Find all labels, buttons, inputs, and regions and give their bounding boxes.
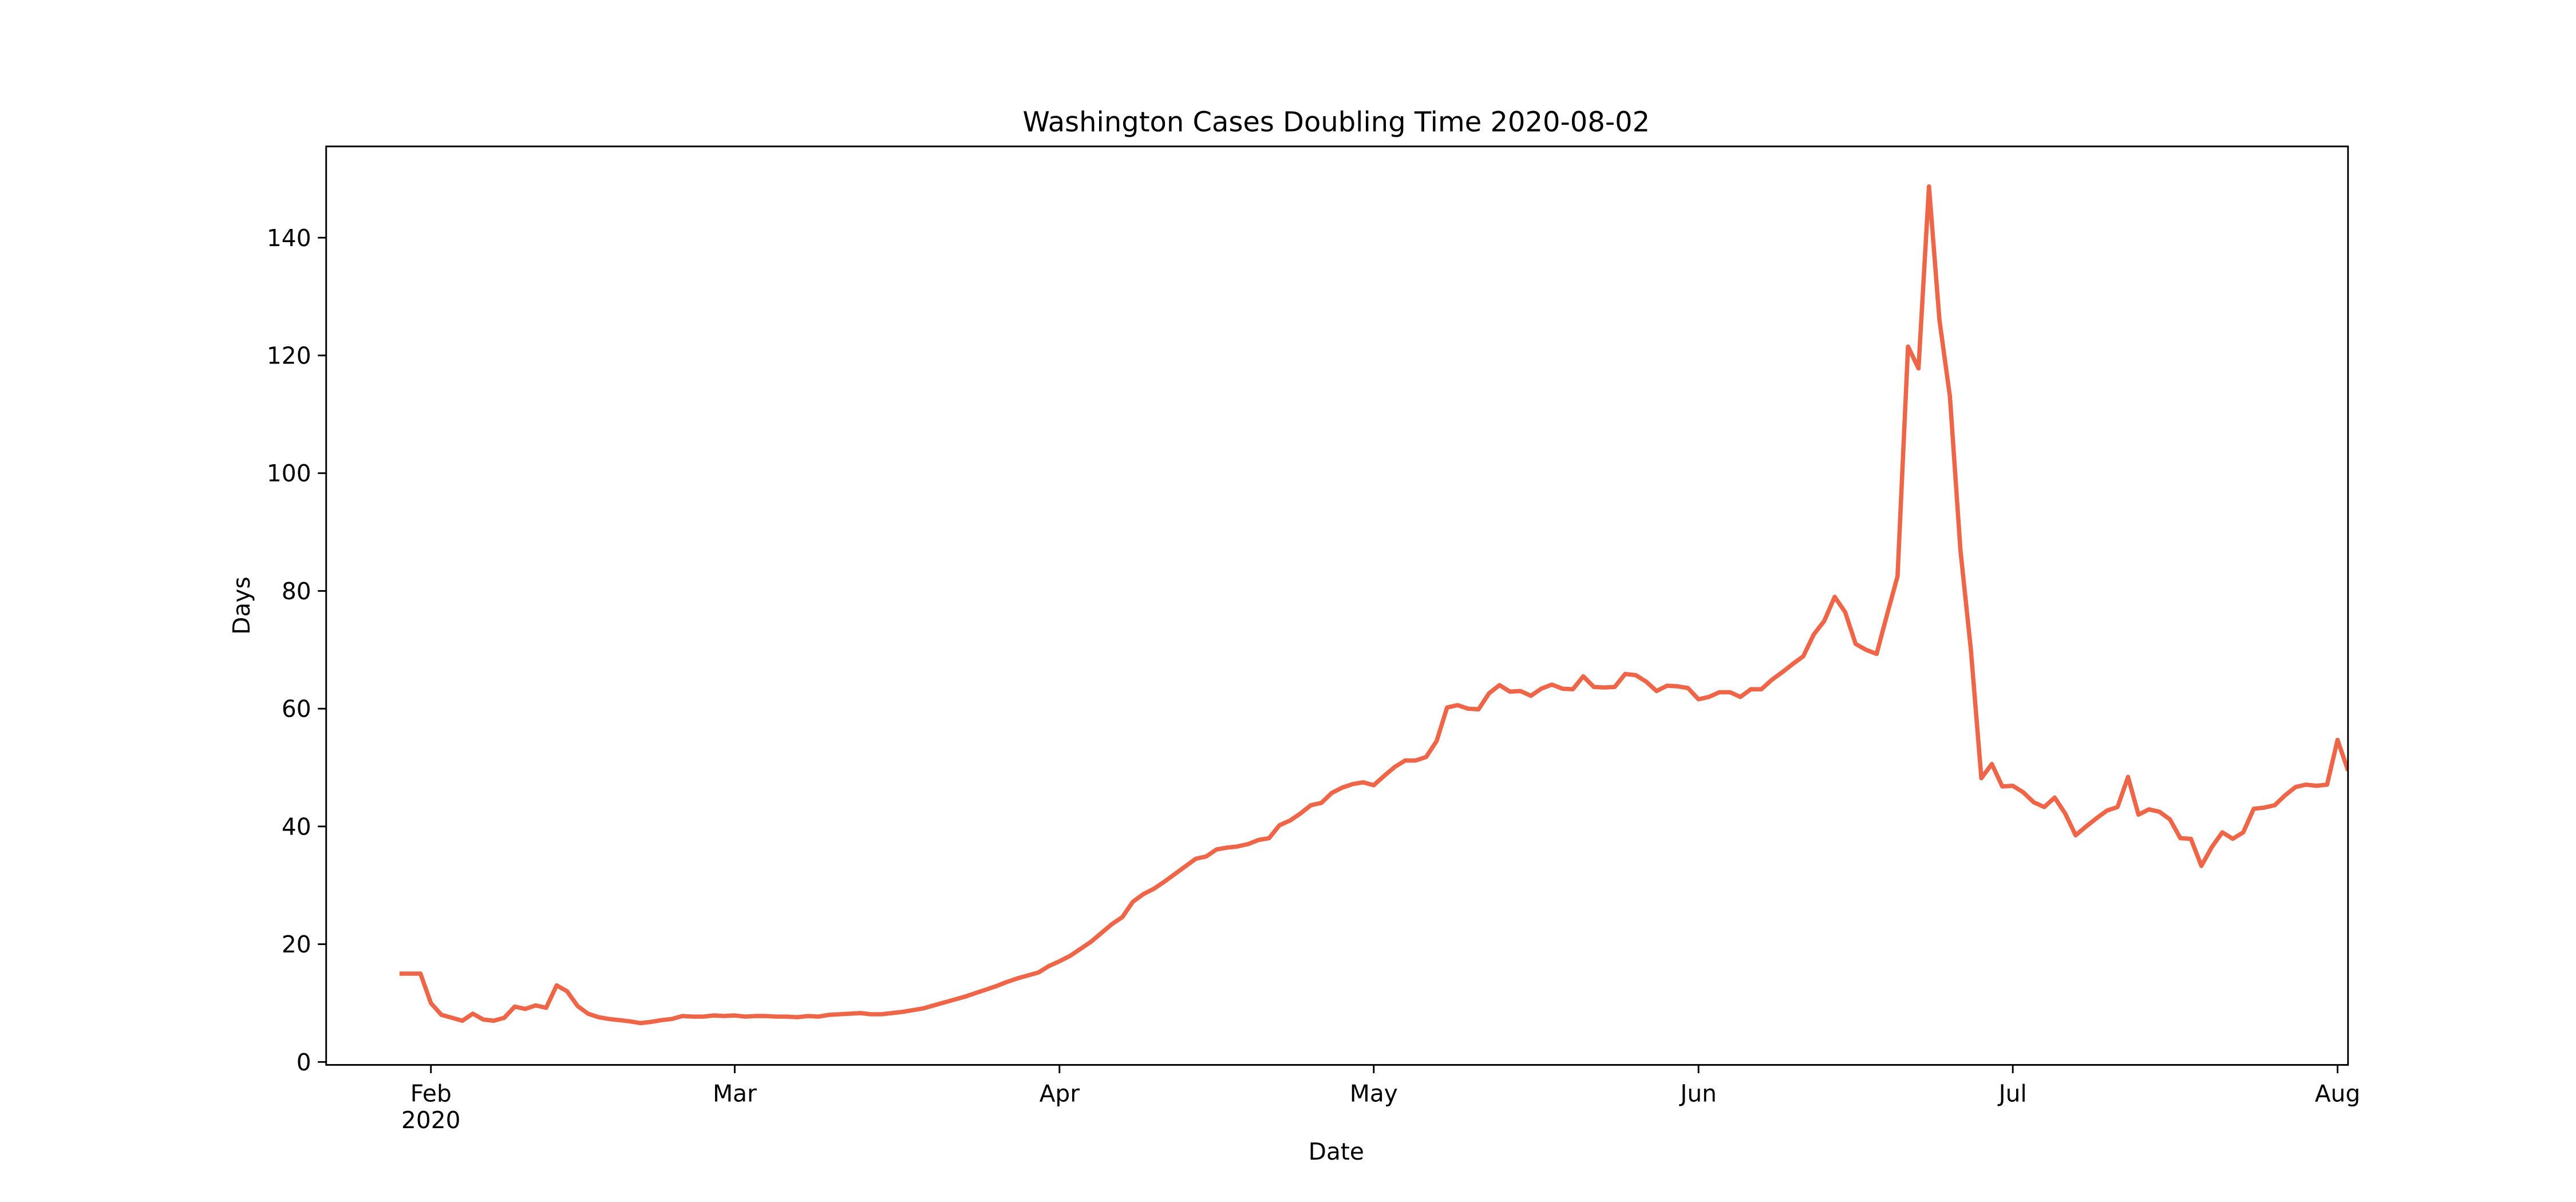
x-tick-label: Feb 2020 — [401, 1080, 461, 1134]
y-tick-label: 60 — [282, 695, 311, 723]
x-tick-label: Apr — [1040, 1080, 1080, 1107]
x-tick-label: Jul — [1997, 1080, 2027, 1107]
y-axis-label: Days — [228, 576, 255, 635]
y-tick-label: 140 — [267, 224, 311, 252]
chart-title: Washington Cases Doubling Time 2020-08-0… — [1022, 106, 1650, 139]
y-tick-label: 80 — [282, 578, 311, 605]
x-tick-label: Mar — [713, 1080, 757, 1107]
axes-frame — [325, 145, 2349, 1066]
x-tick-label: Jun — [1678, 1080, 1717, 1107]
x-axis-label: Date — [1309, 1138, 1364, 1165]
y-tick-label: 100 — [267, 460, 311, 487]
x-tick-label: May — [1350, 1080, 1398, 1107]
plot-area — [399, 184, 2348, 1026]
y-tick-label: 120 — [267, 342, 311, 370]
y-tick-label: 0 — [297, 1049, 311, 1076]
data-line — [399, 184, 2348, 1026]
y-tick-label: 20 — [282, 931, 311, 958]
x-tick-label: Aug — [2315, 1080, 2360, 1107]
y-tick-label: 40 — [282, 813, 311, 840]
